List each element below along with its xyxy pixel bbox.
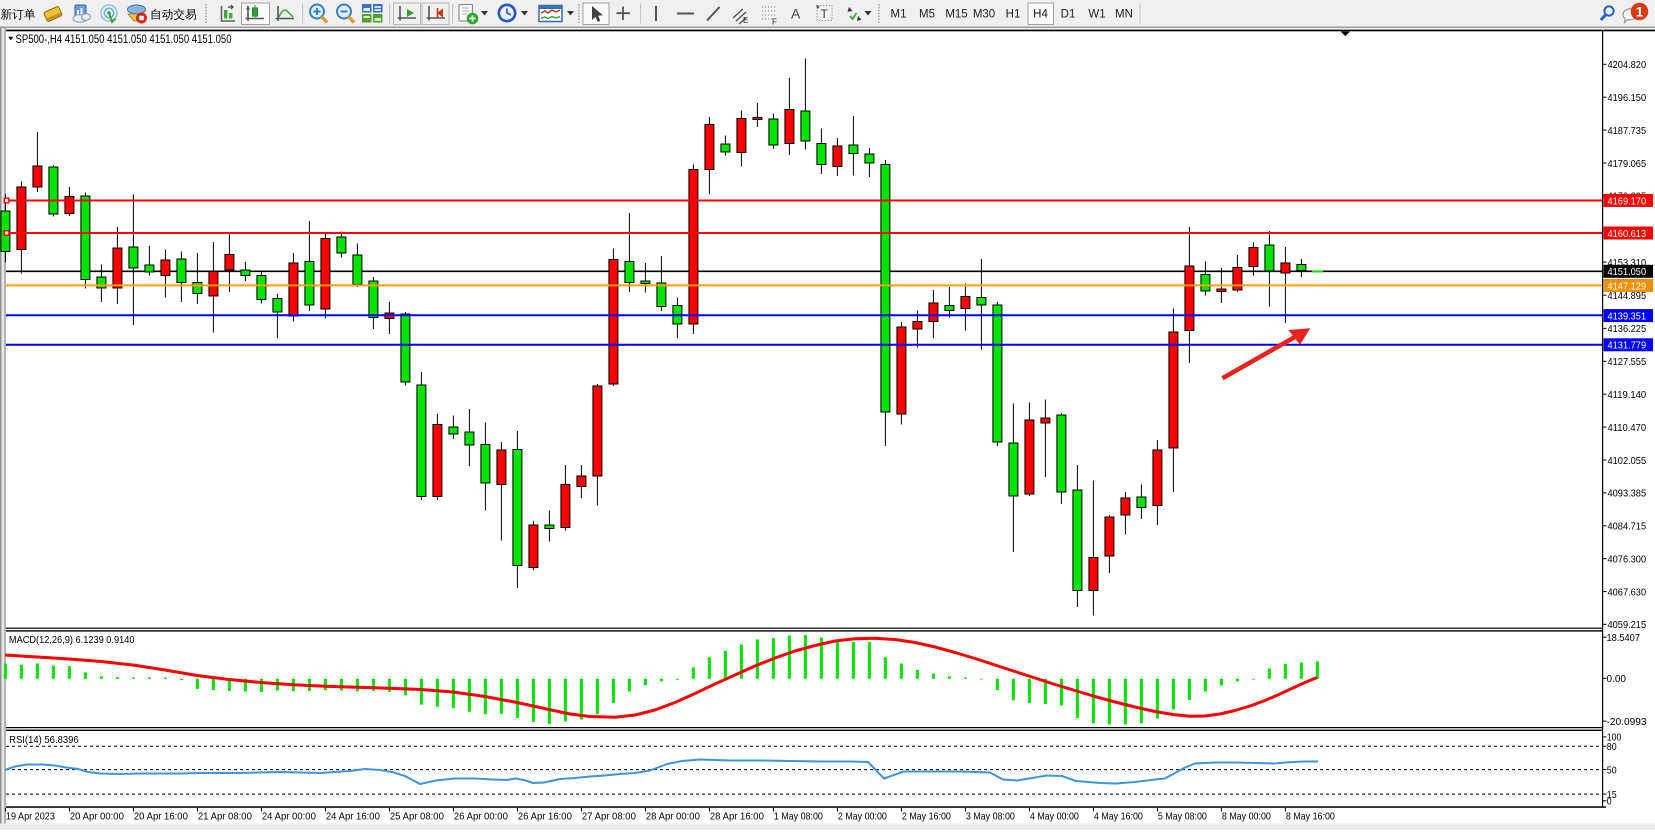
svg-text:15: 15 [1607,790,1617,801]
svg-text:1: 1 [1636,4,1644,19]
svg-text:4102.055: 4102.055 [1608,456,1647,467]
svg-text:26 Apr 00:00: 26 Apr 00:00 [454,812,508,823]
svg-text:W1: W1 [1088,9,1105,21]
svg-text:20 Apr 00:00: 20 Apr 00:00 [70,812,124,823]
svg-text:4 May 00:00: 4 May 00:00 [1030,812,1079,823]
svg-text:4196.150: 4196.150 [1608,93,1647,104]
svg-text:4093.385: 4093.385 [1608,489,1647,500]
svg-text:T: T [821,7,829,21]
svg-text:D1: D1 [1061,9,1076,21]
svg-text:24 Apr 16:00: 24 Apr 16:00 [326,812,380,823]
svg-text:21 Apr 08:00: 21 Apr 08:00 [198,812,252,823]
svg-text:4144.895: 4144.895 [1608,291,1647,302]
svg-text:4204.820: 4204.820 [1608,60,1647,71]
svg-text:4 May 16:00: 4 May 16:00 [1094,812,1143,823]
svg-text:M1: M1 [891,9,907,21]
svg-text:0: 0 [1607,797,1612,808]
svg-text:4147.129: 4147.129 [1608,281,1647,292]
svg-text:28 Apr 16:00: 28 Apr 16:00 [710,812,764,823]
svg-text:4119.140: 4119.140 [1608,390,1647,401]
svg-text:M15: M15 [945,9,967,21]
svg-text:28 Apr 00:00: 28 Apr 00:00 [646,812,700,823]
svg-text:18.5407: 18.5407 [1607,633,1641,644]
svg-text:-20.0993: -20.0993 [1607,717,1647,728]
svg-text:4169.170: 4169.170 [1608,196,1647,207]
svg-text:5 May 08:00: 5 May 08:00 [1158,812,1207,823]
svg-text:2 May 00:00: 2 May 00:00 [838,812,887,823]
svg-text:80: 80 [1607,742,1617,753]
svg-text:RSI(14) 56.8396: RSI(14) 56.8396 [9,735,79,746]
svg-text:25 Apr 08:00: 25 Apr 08:00 [390,812,444,823]
svg-text:4151.050: 4151.050 [1608,267,1647,278]
svg-text:F: F [772,18,777,27]
svg-text:E: E [743,16,748,25]
svg-text:26 Apr 16:00: 26 Apr 16:00 [518,812,572,823]
svg-text:3 May 08:00: 3 May 08:00 [966,812,1015,823]
svg-text:A: A [791,6,801,22]
svg-text:4067.630: 4067.630 [1608,587,1647,598]
svg-text:2 May 16:00: 2 May 16:00 [902,812,951,823]
svg-text:4139.351: 4139.351 [1608,311,1647,322]
svg-text:H1: H1 [1006,9,1021,21]
svg-text:0.00: 0.00 [1607,674,1627,685]
svg-text:MACD(12,26,9) 6.1239 0.9140: MACD(12,26,9) 6.1239 0.9140 [9,635,135,646]
svg-text:8 May 00:00: 8 May 00:00 [1222,812,1271,823]
svg-text:27 Apr 08:00: 27 Apr 08:00 [582,812,636,823]
svg-text:MN: MN [1115,9,1133,21]
svg-text:4084.715: 4084.715 [1608,522,1647,533]
svg-text:4131.779: 4131.779 [1608,341,1647,352]
svg-text:4076.300: 4076.300 [1608,555,1647,566]
svg-text:19 Apr 2023: 19 Apr 2023 [6,812,55,823]
svg-text:20 Apr 16:00: 20 Apr 16:00 [134,812,188,823]
svg-text:SP500-,H4 4151.050 4151.050 4: SP500-,H4 4151.050 4151.050 4151.050 415… [16,34,232,46]
svg-text:M30: M30 [973,9,995,21]
svg-text:4059.215: 4059.215 [1608,620,1647,631]
svg-text:M5: M5 [919,9,935,21]
svg-text:8 May 16:00: 8 May 16:00 [1286,812,1335,823]
svg-text:4110.470: 4110.470 [1608,423,1647,434]
svg-text:4136.225: 4136.225 [1608,324,1647,335]
svg-text:4179.065: 4179.065 [1608,159,1647,170]
svg-text:4187.735: 4187.735 [1608,126,1647,137]
svg-text:H4: H4 [1033,9,1048,21]
svg-text:4153.310: 4153.310 [1608,258,1647,269]
svg-text:50: 50 [1607,765,1617,776]
svg-text:100: 100 [1607,733,1622,744]
svg-text:4127.555: 4127.555 [1608,357,1647,368]
svg-text:24 Apr 00:00: 24 Apr 00:00 [262,812,316,823]
svg-text:1 May 08:00: 1 May 08:00 [774,812,823,823]
svg-text:4160.613: 4160.613 [1608,229,1647,240]
